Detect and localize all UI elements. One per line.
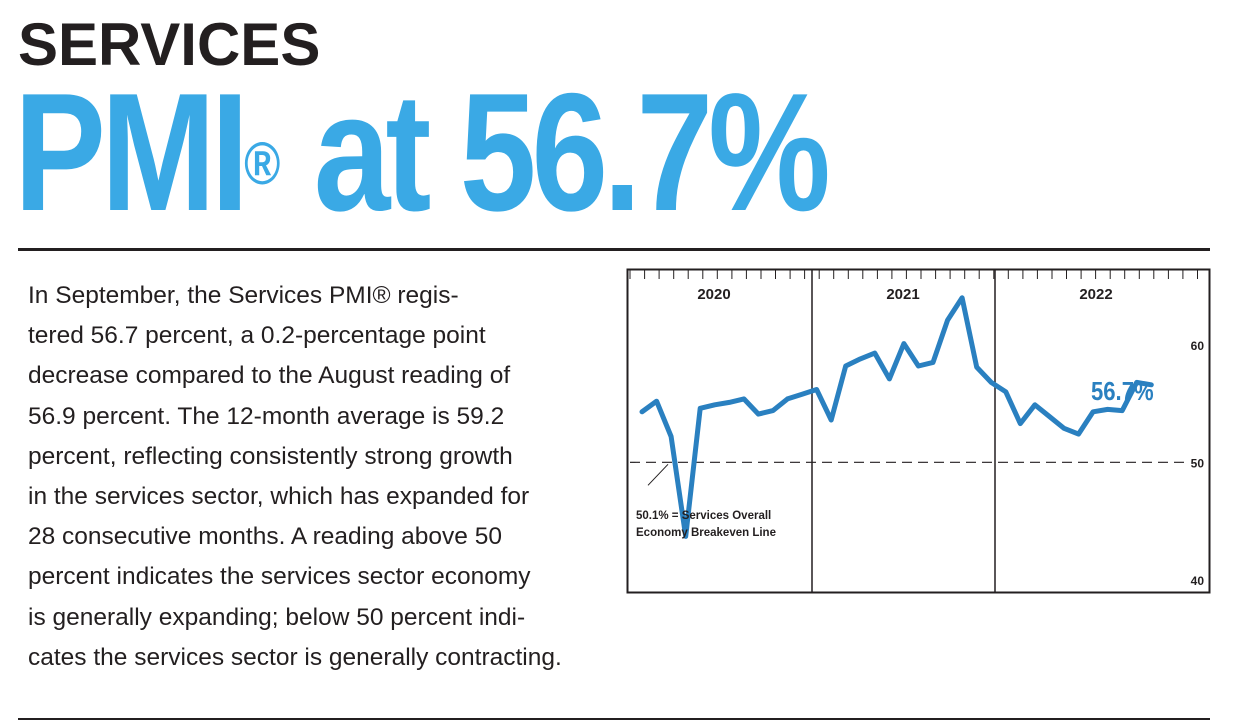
body-line: percent indicates the services sector ec… (28, 563, 531, 591)
year-label-2020: 2020 (697, 286, 730, 303)
headline-tail: at 56.7% (280, 58, 831, 246)
chart-frame (626, 268, 1211, 594)
breakeven-leader (647, 463, 669, 486)
body-line: cates the services sector is generally c… (28, 643, 562, 671)
body-line: decrease compared to the August reading … (28, 362, 511, 390)
registered-mark: ® (244, 130, 281, 197)
year-label-2021: 2021 (886, 286, 919, 303)
headline-main: PMI (14, 58, 249, 246)
body-line: 28 consecutive months. A reading above 5… (28, 523, 502, 551)
kicker-title: SERVICES (18, 11, 321, 78)
body-paragraph: In September, the Services PMI® regis- t… (28, 276, 618, 678)
headline: PMI® at 56.7% (14, 68, 831, 236)
pmi-series-line (639, 295, 1154, 539)
breakeven-label-line1: 50.1% = Services Overall (636, 510, 771, 522)
pmi-chart-svg: 2020 2021 2022 60 50 40 56.7% 50.1% = Se… (626, 268, 1211, 594)
latest-value-callout: 56.7% (1091, 377, 1154, 406)
body-line: tered 56.7 percent, a 0.2-percentage poi… (28, 322, 486, 350)
pmi-chart: 2020 2021 2022 60 50 40 56.7% 50.1% = Se… (626, 268, 1211, 594)
y-tick-label: 50 (1191, 457, 1205, 471)
y-tick-label: 40 (1191, 574, 1205, 588)
bottom-rule (18, 718, 1210, 720)
top-rule (18, 248, 1210, 251)
month-ticks (629, 270, 1198, 279)
body-line: is generally expanding; below 50 percent… (28, 603, 526, 631)
body-line: 56.9 percent. The 12-month average is 59… (28, 402, 505, 430)
breakeven-label-line2: Economy Breakeven Line (636, 527, 776, 539)
body-line: In September, the Services PMI® regis- (28, 282, 459, 309)
year-label-2022: 2022 (1079, 286, 1112, 303)
y-tick-label: 60 (1191, 339, 1205, 353)
body-line: in the services sector, which has expand… (28, 483, 530, 511)
body-line: percent, reflecting consistently strong … (28, 442, 513, 470)
